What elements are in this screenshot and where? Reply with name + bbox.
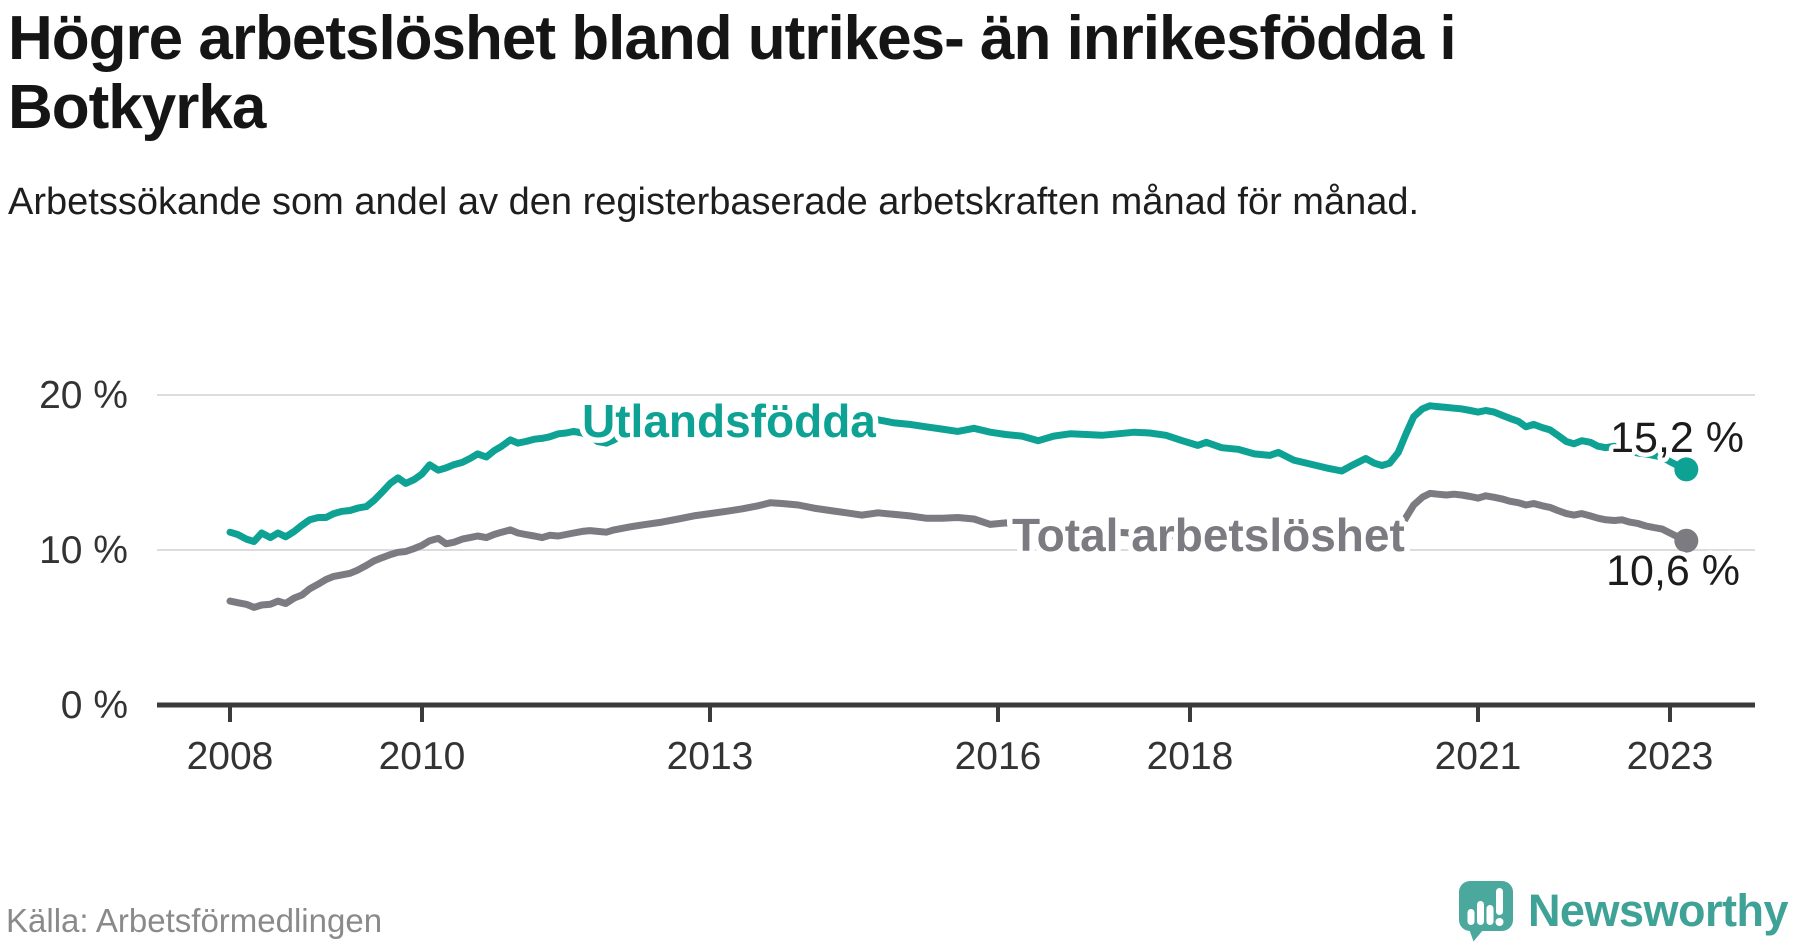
x-tick-label: 2018: [1147, 735, 1234, 778]
series-label-total: Total arbetslöshet: [1012, 509, 1405, 561]
series-label-utlandsfodda: Utlandsfödda: [582, 395, 876, 447]
x-tick-label: 2016: [955, 735, 1042, 778]
x-tick-label: 2013: [667, 735, 754, 778]
logo-bubble: [1458, 881, 1513, 931]
y-tick-label: 20 %: [39, 374, 128, 417]
unemployment-line-chart: 2008 2010 2013 2016 2018 2021 2023 0 % 10 % 20 % U…: [39, 374, 1755, 778]
logo-bubble-tail: [1467, 926, 1486, 942]
x-tick-label: 2021: [1435, 735, 1522, 778]
series-end-dot-utlandsfodda: [1674, 457, 1699, 482]
y-tick-label: 10 %: [39, 529, 128, 572]
x-tick-label: 2023: [1627, 735, 1714, 778]
newsworthy-logo: Newsworthy: [1458, 880, 1789, 942]
y-tick-label: 0 %: [61, 684, 128, 727]
x-tick-label: 2010: [379, 735, 466, 778]
end-value-label-total: 10,6 %: [1606, 547, 1740, 595]
chart-title: Högre arbetslöshet bland utrikes- än inr…: [8, 4, 1457, 143]
bar-chart-exclamation-icon: [1467, 888, 1504, 926]
series-line-total: [226, 489, 1690, 611]
newsworthy-logo-text: Newsworthy: [1527, 885, 1789, 936]
chart-subtitle: Arbetssökande som andel av den registerb…: [8, 181, 1420, 223]
series-end-dot-total: [1674, 528, 1699, 553]
x-tick-label: 2008: [187, 735, 274, 778]
source-note: Källa: Arbetsförmedlingen: [6, 902, 383, 939]
series-line-utlandsfodda: [226, 402, 1690, 545]
newsworthy-logo-icon: [1458, 881, 1513, 942]
end-value-label-utlandsfodda: 15,2 %: [1610, 414, 1744, 462]
